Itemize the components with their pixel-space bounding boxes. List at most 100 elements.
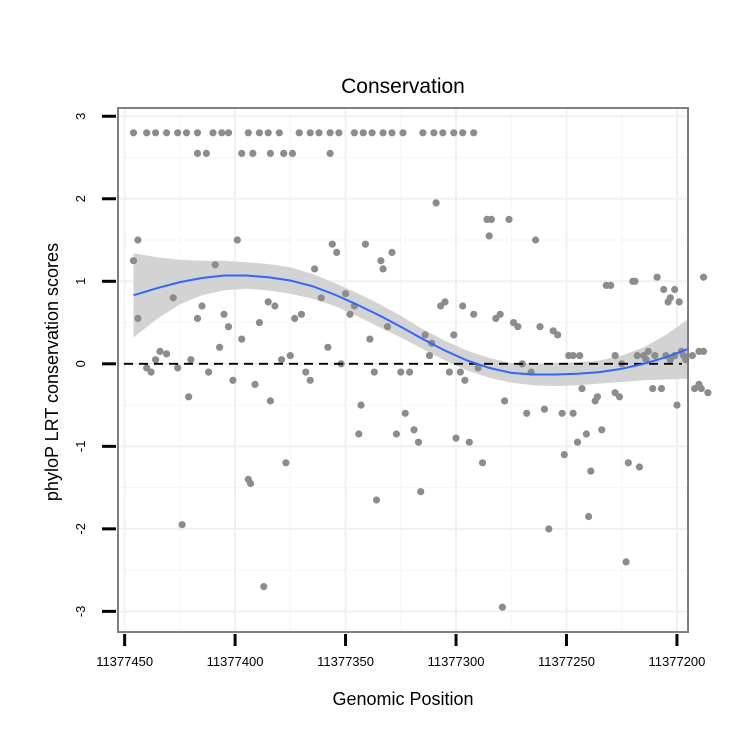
data-point [169,294,177,302]
data-point [143,129,151,137]
data-point [275,129,283,137]
data-point [359,129,367,137]
data-point [238,335,246,343]
data-point [496,310,504,318]
data-point [211,261,219,269]
x-tick-label: 11377200 [649,654,706,669]
data-point [554,331,562,339]
data-point [355,430,363,438]
data-point [361,240,369,248]
data-point [174,129,182,137]
data-point [326,149,334,157]
data-point [163,350,171,358]
data-point [357,401,365,409]
data-point [383,323,392,331]
x-axis: 11377450 11377400 11377350 11377300 11377250… [96,634,705,669]
data-point [399,129,407,137]
plot-panel [117,107,689,633]
data-point [397,368,405,376]
data-point [288,149,297,157]
data-point [649,385,657,393]
data-point [193,314,202,322]
data-point [178,521,186,529]
data-point [461,376,469,384]
data-point [691,385,699,393]
data-point [335,129,343,137]
confidence-ribbon [133,253,688,387]
data-point [379,129,387,137]
data-point [635,463,644,471]
data-point [328,240,336,248]
data-point [388,248,396,256]
data-point [582,430,591,438]
data-point [569,352,577,360]
data-point [430,129,438,137]
data-point [406,368,414,376]
data-point [450,129,458,137]
data-point [704,389,712,397]
data-point [366,335,374,343]
data-point [346,310,354,318]
data-point [642,356,650,364]
data-point [134,314,142,322]
data-point [540,405,549,413]
data-point [333,248,341,256]
data-point [286,352,294,360]
chart-title: Conservation [341,75,465,98]
data-point [238,149,246,157]
x-tick-label: 11377450 [96,654,153,669]
data-point [414,438,423,446]
data-point [266,397,274,405]
data-point [134,236,142,244]
data-point [372,496,381,504]
data-point [218,129,226,137]
data-point [264,129,272,137]
data-point [410,426,418,434]
data-point [370,368,378,376]
data-point [633,352,641,360]
data-point [445,368,453,376]
y-tick-label: -3 [73,606,88,618]
data-point [280,149,288,157]
data-point [417,488,425,496]
data-point [657,385,666,393]
data-point [474,364,482,372]
y-tick-label: 2 [73,195,88,202]
smooth-line [133,274,689,376]
data-point [251,380,259,388]
y-axis: -3 -2 -1 0 1 2 3 [73,113,116,618]
data-point [282,459,290,467]
data-point [388,129,396,137]
data-point [470,129,478,137]
data-point [306,129,314,137]
data-point [297,310,305,318]
data-point [311,265,319,273]
data-point [699,273,708,281]
data-point [255,129,263,137]
data-point [368,129,376,137]
data-point [249,149,257,157]
data-point [576,352,584,360]
data-point [485,232,493,240]
data-point [401,409,409,417]
data-point [419,129,427,137]
data-point [229,376,237,384]
data-point [295,129,303,137]
data-point [306,376,314,384]
data-point [421,331,429,339]
data-point [478,459,487,467]
data-point [247,479,255,488]
data-point [470,310,478,318]
data-point [439,129,447,137]
data-point [441,298,449,306]
y-tick-label: 3 [73,113,88,120]
grid [118,108,688,632]
y-axis-label: phyloP LRT conservation scores [42,243,62,501]
data-point [264,298,272,306]
data-point [631,277,639,285]
data-point [291,314,299,322]
data-point [465,438,473,446]
data-point [205,368,213,376]
data-point [152,129,160,137]
data-point [498,603,506,611]
